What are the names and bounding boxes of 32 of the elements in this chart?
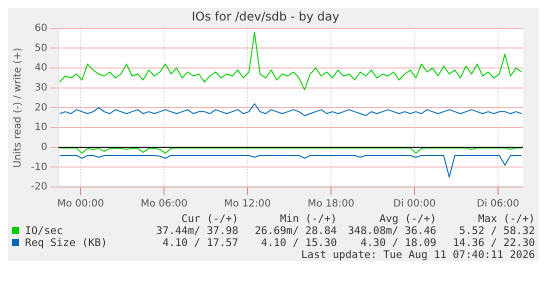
text: 4.10 / 17.57 — [161, 237, 240, 249]
x-tick-label: Mo 06:00 — [140, 198, 188, 210]
x-tick-label: Mo 18:00 — [308, 198, 354, 210]
y-tick-label: 40 — [34, 62, 48, 74]
legend-label: Req Size (KB) — [24, 237, 108, 249]
y-tick-label: 50 — [34, 42, 48, 54]
y-tick-label: -20 — [30, 182, 48, 193]
text: 348.08m/ 36.46 — [346, 225, 438, 237]
text: Cur (-/+) — [180, 213, 240, 225]
y-tick-label: 60 — [34, 22, 48, 34]
text: Last update: Tue Aug 11 07:40:11 2026 — [300, 249, 536, 261]
text: 37.44m/ 37.98 — [155, 225, 240, 237]
y-tick-label: 0 — [40, 142, 48, 153]
text: 4.10 / 15.30 — [260, 237, 338, 249]
y-tick-label: -10 — [30, 162, 48, 173]
x-tick-label: Mo 00:00 — [57, 198, 104, 210]
x-tick-label: Di 00:00 — [393, 198, 436, 210]
y-axis-title: Units read (-) / write (+) — [12, 48, 24, 168]
text: Min (-/+) — [278, 213, 338, 225]
x-tick-label: Di 06:00 — [476, 198, 520, 210]
y-tick-label: 20 — [34, 102, 48, 114]
y-tick-label: 30 — [34, 82, 48, 94]
text: 26.69m/ 28.84 — [254, 225, 338, 237]
text: Avg (-/+) — [378, 213, 438, 225]
text: 14.36 / 22.30 — [452, 237, 536, 249]
legend-label: IO/sec — [24, 225, 64, 237]
text: Max (-/+) — [477, 213, 536, 225]
y-tick-label: 10 — [34, 122, 48, 134]
x-tick-label: Mo 12:00 — [224, 198, 271, 210]
text: 5.52 / 58.32 — [458, 225, 536, 237]
text: 4.30 / 18.09 — [360, 237, 438, 249]
chart-title: IOs for /dev/sdb - by day — [192, 9, 340, 24]
